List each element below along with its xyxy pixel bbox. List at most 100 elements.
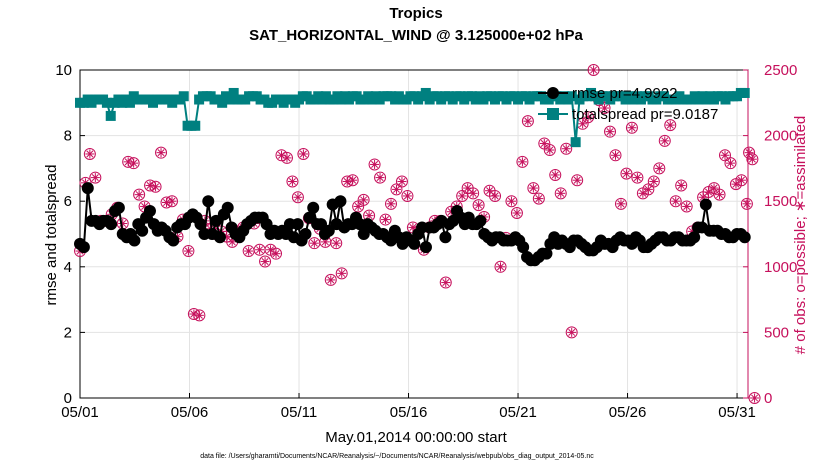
obs-assimilated-point <box>550 170 560 180</box>
legend-spread-label: totalspread pr=9.0187 <box>572 106 718 123</box>
obs-assimilated-point <box>496 262 506 272</box>
obs-assimilated-point <box>375 173 385 183</box>
totalspread-point <box>105 110 116 121</box>
obs-assimilated-point <box>293 192 303 202</box>
totalspread-point <box>739 87 750 98</box>
obs-assimilated-point <box>183 246 193 256</box>
obs-possible-point <box>543 144 556 157</box>
rmse-point <box>517 241 530 254</box>
obs-assimilated-point <box>441 278 451 288</box>
obs-assimilated-point <box>85 149 95 159</box>
obs-assimilated-point <box>671 196 681 206</box>
obs-possible-point <box>127 157 140 170</box>
obs-assimilated-point <box>271 249 281 259</box>
obs-possible-point <box>527 182 540 195</box>
obs-assimilated-point <box>129 158 139 168</box>
obs-possible-point <box>625 121 638 134</box>
obs-assimilated-point <box>627 123 637 133</box>
x-tick-label: 05/31 <box>718 404 756 421</box>
obs-possible-point <box>675 179 688 192</box>
obs-possible-point <box>324 273 337 286</box>
obs-possible-point <box>395 175 408 188</box>
obs-possible-point <box>346 174 359 187</box>
obs-assimilated-point <box>567 327 577 337</box>
obs-possible-point <box>620 167 633 180</box>
obs-assimilated-point <box>134 190 144 200</box>
obs-possible-point <box>669 195 682 208</box>
obs-assimilated-point <box>578 119 588 129</box>
obs-assimilated-point <box>725 158 735 168</box>
x-tick-label: 05/26 <box>609 404 647 421</box>
x-axis: 05/01 05/06 05/11 05/16 05/21 05/26 05/31 <box>61 393 756 421</box>
obs-assimilated-point <box>397 177 407 187</box>
obs-possible-point <box>401 189 414 202</box>
obs-possible-point <box>335 267 348 280</box>
obs-possible-point <box>746 153 759 166</box>
rmse-point <box>81 182 94 195</box>
obs-possible-point <box>516 155 529 168</box>
obs-assimilated-point <box>583 112 593 122</box>
y-tick-label: 8 <box>64 128 72 145</box>
y-axis-left: 0 2 4 6 8 10 <box>55 62 85 407</box>
obs-possible-point <box>330 237 343 250</box>
obs-possible-point <box>374 171 387 184</box>
totalspread-point <box>228 87 239 98</box>
data-file-footnote: data file: /Users/gharamti/Documents/NCA… <box>200 453 594 460</box>
obs-assimilated-point <box>621 169 631 179</box>
obs-possible-point <box>680 200 693 213</box>
legend-rmse-marker <box>547 87 559 99</box>
obs-assimilated-point <box>523 116 533 126</box>
rmse-point <box>419 241 432 254</box>
y-tick-label: 2 <box>64 324 72 341</box>
obs-possible-point <box>748 392 761 404</box>
obs-assimilated-point <box>386 199 396 209</box>
y2-tick-label: 500 <box>764 324 789 341</box>
obs-possible-point <box>385 197 398 210</box>
rmse-series <box>74 182 751 267</box>
obs-possible-point <box>647 175 660 188</box>
obs-possible-point <box>740 197 753 210</box>
obs-assimilated-point <box>750 393 760 403</box>
obs-possible-point <box>286 175 299 188</box>
rmse-point <box>540 247 553 260</box>
rmse-point <box>112 201 125 214</box>
obs-assimilated-point <box>244 246 254 256</box>
y-tick-label: 10 <box>55 62 72 79</box>
obs-possible-point <box>357 193 370 206</box>
obs-assimilated-point <box>589 65 599 75</box>
obs-possible-point <box>510 207 523 220</box>
obs-assimilated-point <box>561 144 571 154</box>
obs-assimilated-point <box>649 177 659 187</box>
rmse-point <box>334 195 347 208</box>
obs-possible-point <box>89 171 102 184</box>
totalspread-point <box>178 91 189 102</box>
obs-assimilated-point <box>490 191 500 201</box>
obs-possible-point <box>631 171 644 184</box>
obs-possible-point <box>83 147 96 160</box>
obs-assimilated-point <box>260 257 270 267</box>
obs-possible-point <box>565 326 578 339</box>
obs-possible-point <box>571 174 584 187</box>
y2-tick-label: 1500 <box>764 193 797 210</box>
obs-assimilated-point <box>298 149 308 159</box>
rmse-point <box>291 218 304 231</box>
obs-possible-point <box>193 309 206 322</box>
x-tick-label: 05/21 <box>499 404 537 421</box>
obs-possible-point <box>609 149 622 162</box>
x-tick-label: 05/11 <box>281 404 317 421</box>
y2-tick-label: 0 <box>764 390 772 407</box>
obs-possible-point <box>439 276 452 289</box>
obs-assimilated-point <box>572 175 582 185</box>
obs-assimilated-point <box>512 208 522 218</box>
obs-possible-point <box>155 146 168 159</box>
chart-title: Tropics <box>389 5 442 22</box>
obs-possible-point <box>614 197 627 210</box>
rmse-point <box>474 214 487 227</box>
y-tick-label: 6 <box>64 193 72 210</box>
rmse-point <box>202 195 215 208</box>
obs-possible-point <box>297 147 310 160</box>
obs-assimilated-point <box>326 275 336 285</box>
x-tick-label: 05/16 <box>390 404 428 421</box>
chart-subtitle: SAT_HORIZONTAL_WIND @ 3.125000e+02 hPa <box>249 27 583 44</box>
obs-assimilated-point <box>528 183 538 193</box>
